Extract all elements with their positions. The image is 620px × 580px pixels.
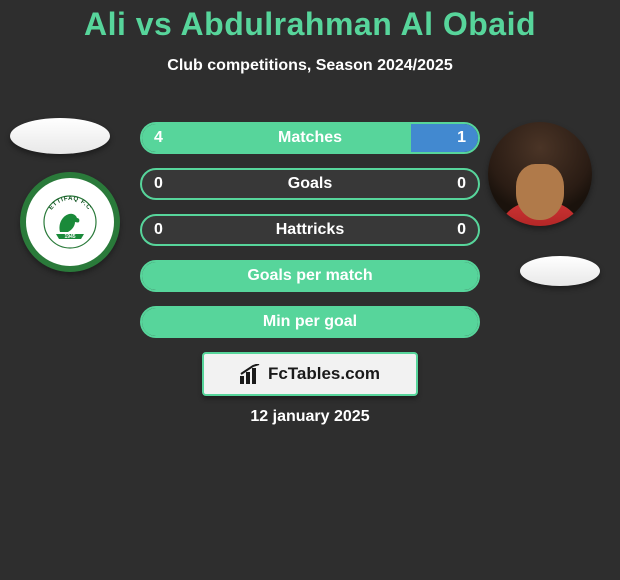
page-title: Ali vs Abdulrahman Al Obaid [0, 0, 620, 43]
player-right-club-placeholder [520, 256, 600, 286]
stat-label: Goals per match [142, 262, 478, 290]
stat-label: Matches [142, 124, 478, 152]
branding-chart-icon [240, 364, 262, 384]
stat-value-right: 0 [457, 216, 466, 244]
stat-label: Goals [142, 170, 478, 198]
stat-row: Hattricks0 0 [140, 214, 480, 246]
stat-value-right: 1 [457, 124, 466, 152]
stats-list: Matches41Goals00Hattricks00Goals per mat… [140, 122, 480, 352]
branding-badge: FcTables.com [202, 352, 418, 396]
stat-value-left: 0 [154, 216, 163, 244]
stat-value-left: 0 [154, 170, 163, 198]
player-right-avatar [488, 122, 592, 226]
stat-row: Goals0 0 [140, 168, 480, 200]
club-badge-icon: ETTIFAQ F.C 1945 [36, 188, 104, 256]
stat-value-right: 0 [457, 170, 466, 198]
stat-row: Goals per match [140, 260, 480, 292]
subtitle: Club competitions, Season 2024/2025 [0, 57, 620, 75]
stat-label: Min per goal [142, 308, 478, 336]
stat-row: Min per goal [140, 306, 480, 338]
player-left-avatar-placeholder [10, 118, 110, 154]
stat-value-left: 4 [154, 124, 163, 152]
player-left-club-badge: ETTIFAQ F.C 1945 [20, 172, 120, 272]
svg-text:1945: 1945 [64, 234, 75, 240]
stat-row: Matches4 1 [140, 122, 480, 154]
branding-text: FcTables.com [268, 364, 380, 384]
comparison-card: Ali vs Abdulrahman Al Obaid Club competi… [0, 0, 620, 580]
stat-label: Hattricks [142, 216, 478, 244]
date-label: 12 january 2025 [0, 408, 620, 426]
